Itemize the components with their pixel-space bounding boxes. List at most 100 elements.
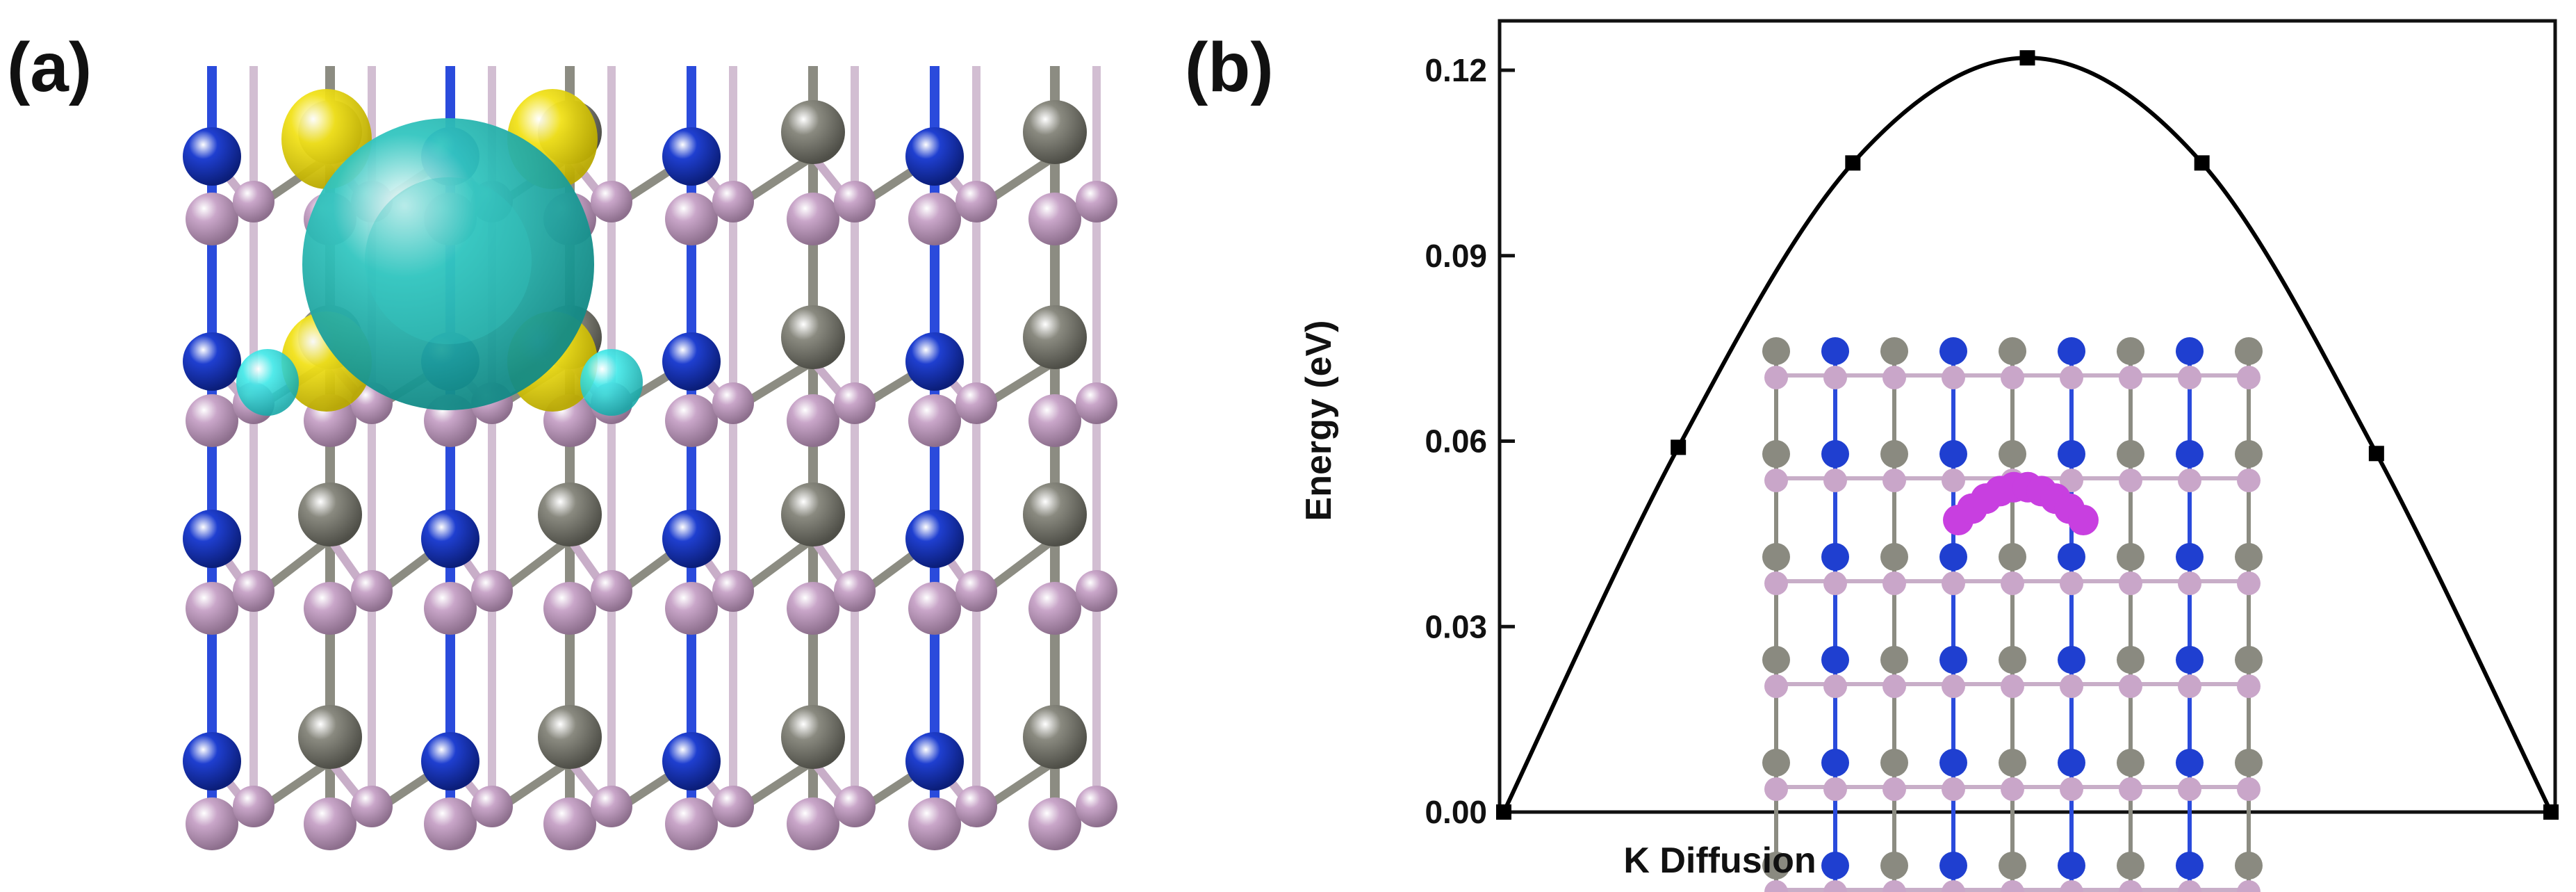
inset-b-atom xyxy=(2237,366,2261,389)
inset-c-atom xyxy=(1880,749,1908,777)
b-atom xyxy=(1028,582,1081,635)
inset-b-atom xyxy=(2178,777,2201,801)
inset-c-atom xyxy=(1762,852,1790,879)
x-axis-label: K Diffusion xyxy=(1623,841,1816,881)
inset-c-atom xyxy=(2117,646,2144,674)
inset-n-atom xyxy=(1939,749,1967,777)
b-atom xyxy=(665,582,718,635)
b-atom xyxy=(1028,797,1081,850)
y-tick-label: 0.00 xyxy=(1425,794,1487,830)
b-atom xyxy=(834,181,876,222)
inset-c-atom xyxy=(1762,543,1790,571)
c-atom xyxy=(781,483,845,546)
c-atom xyxy=(781,100,845,164)
b-atom xyxy=(712,786,754,827)
inset-n-atom xyxy=(2176,749,2204,777)
inset-c-atom xyxy=(1762,337,1790,365)
inset-c-atom xyxy=(1880,337,1908,365)
inset-b-atom xyxy=(1882,674,1906,698)
data-point xyxy=(2019,50,2035,66)
inset-b-atom xyxy=(2237,674,2261,698)
inset-c-atom xyxy=(1880,646,1908,674)
c-atom xyxy=(298,483,362,546)
inset-n-atom xyxy=(1821,749,1849,777)
inset-c-atom xyxy=(2235,440,2263,468)
b-atom xyxy=(834,382,876,424)
inset-b-atom xyxy=(1764,777,1788,801)
inset-n-atom xyxy=(1821,646,1849,674)
inset-b-atom xyxy=(2001,777,2024,801)
inset-b-atom xyxy=(2237,880,2261,892)
inset-b-atom xyxy=(1764,366,1788,389)
inset-b-atom xyxy=(2178,469,2201,492)
b-atom xyxy=(543,582,596,635)
inset-b-atom xyxy=(2119,880,2142,892)
b-atom xyxy=(787,394,839,447)
inset-b-atom xyxy=(1942,880,1965,892)
inset-n-atom xyxy=(1939,646,1967,674)
c-atom xyxy=(781,705,845,769)
b-atom xyxy=(351,570,393,612)
inset-b-atom xyxy=(1882,366,1906,389)
b-atom xyxy=(1076,181,1117,222)
b-atom xyxy=(834,570,876,612)
b-atom xyxy=(1076,382,1117,424)
b-atom xyxy=(424,797,477,850)
b-atom xyxy=(186,193,238,245)
n-atom xyxy=(905,732,964,790)
inset-n-atom xyxy=(2176,646,2204,674)
y-tick-label: 0.09 xyxy=(1425,238,1487,274)
inset-b-atom xyxy=(1823,469,1847,492)
inset-b-atom xyxy=(2119,571,2142,595)
n-atom xyxy=(662,332,721,391)
b-atom xyxy=(233,181,274,222)
inset-n-atom xyxy=(2058,646,2085,674)
inset-c-atom xyxy=(1999,646,2026,674)
inset-b-atom xyxy=(2119,777,2142,801)
y-tick-label: 0.03 xyxy=(1425,608,1487,644)
n-atom xyxy=(905,510,964,568)
n-atom xyxy=(905,332,964,391)
inset-b-atom xyxy=(2001,366,2024,389)
inset-b-atom xyxy=(2178,366,2201,389)
inset-b-atom xyxy=(2060,880,2083,892)
c-atom xyxy=(1023,483,1087,546)
inset-c-atom xyxy=(2117,543,2144,571)
n-atom xyxy=(662,732,721,790)
n-atom xyxy=(421,732,479,790)
c-atom xyxy=(538,705,602,769)
inset-c-atom xyxy=(1762,440,1790,468)
charge-lobe-cyan xyxy=(236,349,299,416)
b-atom xyxy=(1028,394,1081,447)
b-atom xyxy=(424,582,477,635)
chart-ticks: 0.00 0.03 0.06 0.09 0.12 xyxy=(1425,52,1515,830)
c-atom xyxy=(781,305,845,369)
b-atom xyxy=(186,797,238,850)
inset-c-atom xyxy=(2117,852,2144,879)
b-atom xyxy=(665,797,718,850)
inset-b-atom xyxy=(1942,777,1965,801)
y-tick-label: 0.12 xyxy=(1425,52,1487,88)
inset-n-atom xyxy=(2058,543,2085,571)
inset-n-atom xyxy=(2058,440,2085,468)
inset-b-atom xyxy=(1764,880,1788,892)
c-atom xyxy=(538,483,602,546)
data-point xyxy=(2543,804,2559,820)
n-atom xyxy=(662,510,721,568)
b-atom xyxy=(712,382,754,424)
inset-b-atom xyxy=(1823,366,1847,389)
inset-b-atom xyxy=(1882,469,1906,492)
b-atom xyxy=(787,582,839,635)
b-atom xyxy=(351,786,393,827)
n-atom xyxy=(183,332,241,391)
b-atom xyxy=(591,786,632,827)
c-atom xyxy=(298,705,362,769)
panel-label-a: (a) xyxy=(7,29,92,106)
inset-c-atom xyxy=(1880,852,1908,879)
inset-n-atom xyxy=(1939,543,1967,571)
inset-b-atom xyxy=(1942,571,1965,595)
b-atom xyxy=(908,797,961,850)
inset-b-atom xyxy=(1882,571,1906,595)
b-atom xyxy=(712,181,754,222)
b-atom xyxy=(712,570,754,612)
